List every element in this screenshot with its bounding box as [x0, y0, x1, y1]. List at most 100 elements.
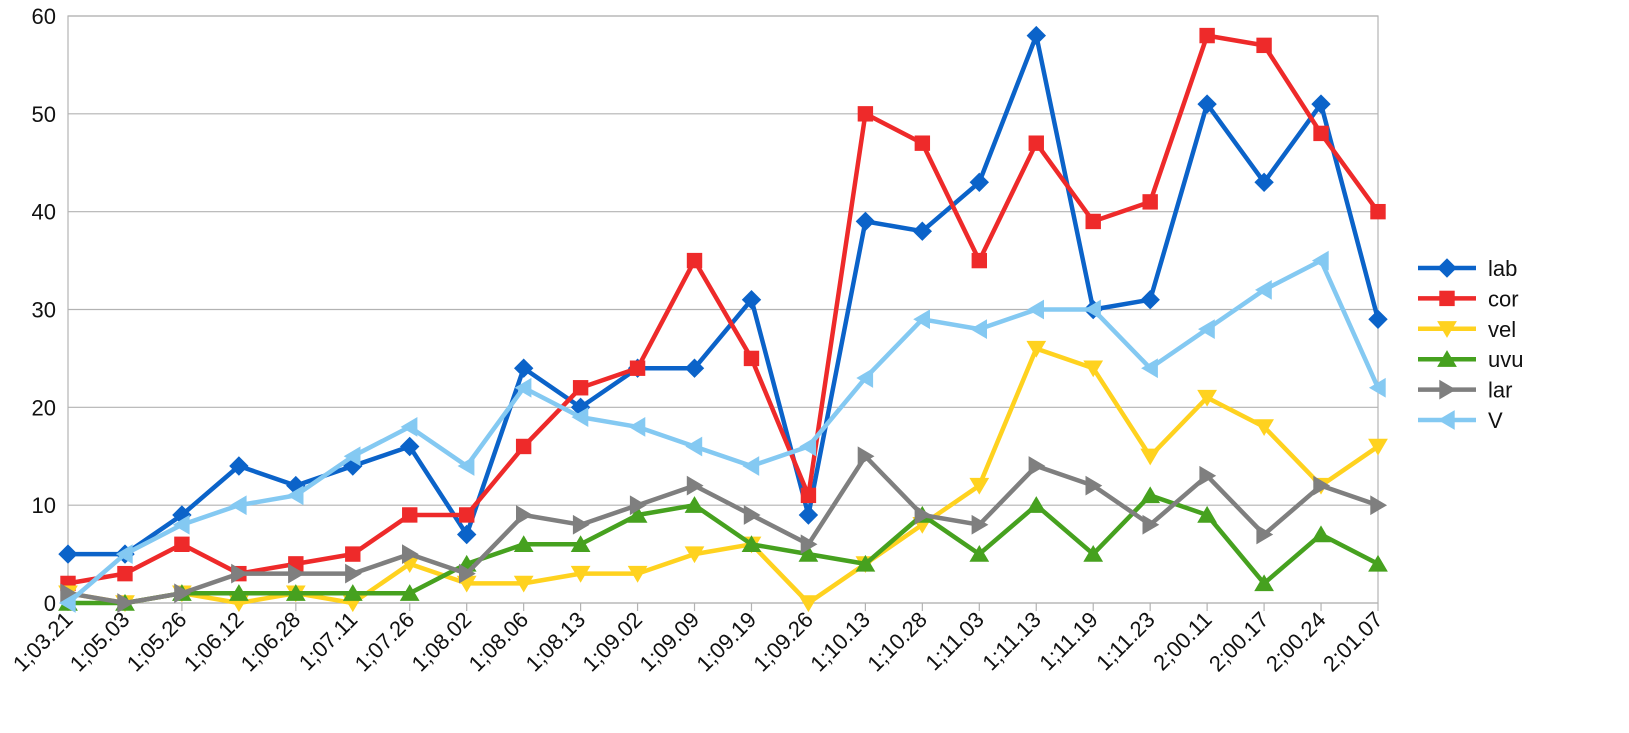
y-tick-label: 50: [32, 102, 56, 127]
legend-label-cor: cor: [1488, 286, 1519, 311]
data-point-uvu: [684, 496, 705, 513]
data-point-V: [1368, 377, 1386, 398]
data-point-cor: [174, 536, 190, 552]
data-point-lab: [969, 172, 990, 193]
data-point-lab: [798, 505, 819, 525]
data-point-uvu: [1140, 486, 1161, 504]
x-tick-label: 1;08.13: [521, 607, 591, 677]
data-point-lar: [231, 563, 248, 584]
legend-label-lab: lab: [1488, 256, 1517, 281]
data-point-cor: [1370, 203, 1386, 220]
data-point-lar: [459, 563, 476, 584]
data-point-uvu: [1311, 525, 1331, 543]
data-point-uvu: [1254, 574, 1274, 592]
data-point-cor: [402, 507, 418, 523]
data-point-cor: [1028, 135, 1044, 151]
legend-item-vel: vel: [1418, 317, 1516, 342]
y-tick-label: 10: [32, 493, 56, 518]
data-point-V: [343, 446, 361, 467]
data-point-cor: [1313, 125, 1329, 142]
gridlines: [67, 15, 1379, 611]
data-point-vel: [1083, 360, 1104, 378]
data-point-uvu: [513, 535, 534, 552]
data-point-V: [172, 514, 190, 535]
data-point-V: [628, 417, 646, 437]
legend-item-lab: lab: [1418, 256, 1517, 281]
data-point-uvu: [1197, 505, 1217, 523]
legend-label-uvu: uvu: [1488, 347, 1523, 372]
x-tick-label: 2;00.17: [1204, 607, 1274, 677]
data-point-uvu: [399, 584, 420, 601]
data-point-lar: [800, 534, 818, 555]
y-tick-label: 0: [44, 591, 56, 616]
data-point-vel: [798, 595, 819, 613]
series-line-V: [66, 258, 1381, 605]
x-tick-label: 1;11.19: [1034, 607, 1102, 675]
x-tick-label: 1;08.02: [407, 607, 477, 677]
series-line-lar: [67, 454, 1379, 606]
data-point-lab: [912, 221, 933, 241]
data-point-V: [115, 544, 133, 564]
data-point-uvu: [1368, 554, 1388, 572]
data-point-uvu: [1026, 496, 1047, 513]
data-point-vel: [969, 477, 990, 495]
data-point-cor: [515, 438, 532, 455]
x-tick-label: 1;05.03: [65, 607, 135, 677]
legend-marker-uvu: [1437, 350, 1457, 367]
legend-label-lar: lar: [1488, 378, 1512, 403]
data-point-lar: [1256, 524, 1274, 545]
data-point-cor: [857, 106, 874, 122]
data-point-lab: [741, 289, 762, 310]
data-point-vel: [1197, 389, 1217, 407]
data-point-vel: [1026, 340, 1047, 358]
data-point-lar: [174, 583, 191, 604]
data-point-V: [742, 456, 760, 476]
data-point-lab: [399, 436, 420, 457]
data-point-lab: [684, 358, 705, 378]
series-line-cor: [67, 33, 1380, 586]
data-point-V: [1084, 299, 1101, 320]
data-point-lab: [1140, 289, 1160, 310]
data-point-cor: [971, 252, 988, 269]
y-tick-label: 60: [32, 4, 56, 29]
data-point-uvu: [627, 505, 648, 523]
data-point-cor: [914, 135, 931, 151]
legend-marker-lar: [1439, 379, 1457, 400]
y-tick-label: 20: [32, 395, 56, 420]
x-tick-label: 1;11.03: [920, 607, 988, 675]
data-point-uvu: [1083, 545, 1104, 562]
data-point-lar: [1028, 456, 1046, 476]
x-axis-tick-labels: 1;03.211;05.031;05.261;06.121;06.281;07.…: [8, 607, 1388, 677]
data-point-vel: [570, 565, 591, 583]
data-point-uvu: [741, 535, 762, 552]
data-point-V: [457, 456, 475, 476]
plot-area-border: [67, 15, 1379, 604]
data-point-lar: [572, 514, 590, 535]
data-point-lar: [629, 495, 647, 516]
x-tick-label: 1;11.23: [1091, 607, 1159, 675]
data-point-V: [1198, 319, 1215, 339]
series-cor: [60, 27, 1386, 592]
x-tick-label: 2;00.24: [1261, 607, 1331, 677]
x-tick-label: 1;09.02: [578, 607, 648, 677]
data-point-V: [400, 417, 418, 437]
x-tick-label: 1;06.12: [179, 607, 249, 677]
data-point-lar: [288, 563, 305, 584]
series-lab: [58, 25, 1388, 564]
legend-item-cor: cor: [1418, 286, 1519, 311]
x-tick-label: 1;10.13: [805, 607, 875, 677]
data-point-cor: [686, 252, 703, 269]
data-point-lab: [1368, 309, 1388, 330]
data-point-uvu: [285, 584, 306, 601]
series-line-uvu: [68, 493, 1380, 606]
data-point-cor: [345, 546, 361, 562]
legend-item-uvu: uvu: [1418, 347, 1523, 372]
data-point-lab: [229, 456, 249, 476]
data-point-V: [1255, 280, 1272, 300]
data-point-vel: [684, 546, 705, 564]
data-point-vel: [1368, 438, 1388, 456]
data-point-cor: [572, 380, 589, 396]
data-point-V: [58, 593, 76, 613]
x-tick-label: 1;11.13: [977, 607, 1045, 675]
